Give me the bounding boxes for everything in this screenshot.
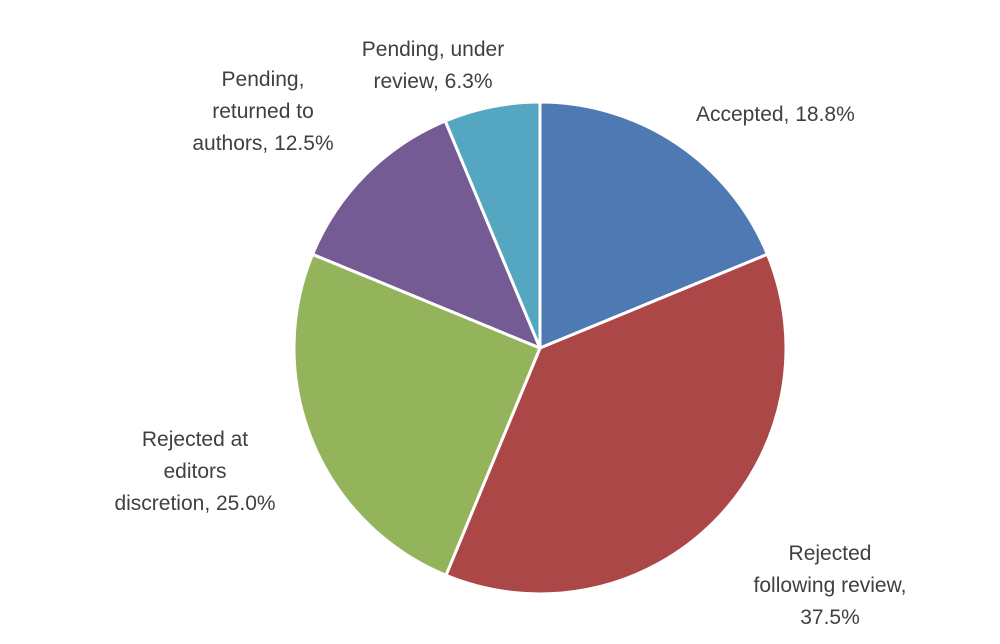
label-pending-returned-to-authors: Pending, returned to authors, 12.5% — [168, 64, 358, 160]
pie-slice-pending-under-review — [443, 100, 542, 350]
label-pending-under-review: Pending, under review, 6.3% — [338, 34, 528, 98]
label-pending-under-review-line-2: review, 6.3% — [373, 70, 493, 93]
label-rejected-editors-discretion-line-2: editors — [163, 460, 227, 483]
pie-slice-accepted — [538, 100, 769, 350]
label-pending-returned-to-authors-line-3: authors, 12.5% — [192, 132, 334, 155]
label-rejected-editors-discretion-line-3: discretion, 25.0% — [114, 492, 276, 515]
label-rejected-editors-discretion: Rejected at editors discretion, 25.0% — [90, 424, 300, 520]
label-rejected-following-review-line-3: 37.5% — [800, 606, 860, 629]
label-accepted-line-1: Accepted, 18.8% — [696, 103, 855, 126]
pie-slice-rejected-following-review — [444, 252, 788, 596]
label-rejected-editors-discretion-line-1: Rejected at — [141, 428, 249, 451]
pie-slice-pending-returned-to-authors — [311, 119, 542, 350]
label-rejected-following-review: Rejected following review, 37.5% — [730, 538, 930, 634]
label-rejected-following-review-line-2: following review, — [753, 574, 907, 597]
label-rejected-following-review-line-1: Rejected — [788, 542, 872, 565]
label-pending-returned-to-authors-line-2: returned to — [212, 100, 314, 123]
pie-slice-rejected-at-editors-discretion — [292, 252, 542, 577]
label-pending-returned-to-authors-line-1: Pending, — [221, 68, 305, 91]
label-pending-under-review-line-1: Pending, under — [361, 38, 505, 61]
label-accepted: Accepted, 18.8% — [696, 99, 855, 131]
